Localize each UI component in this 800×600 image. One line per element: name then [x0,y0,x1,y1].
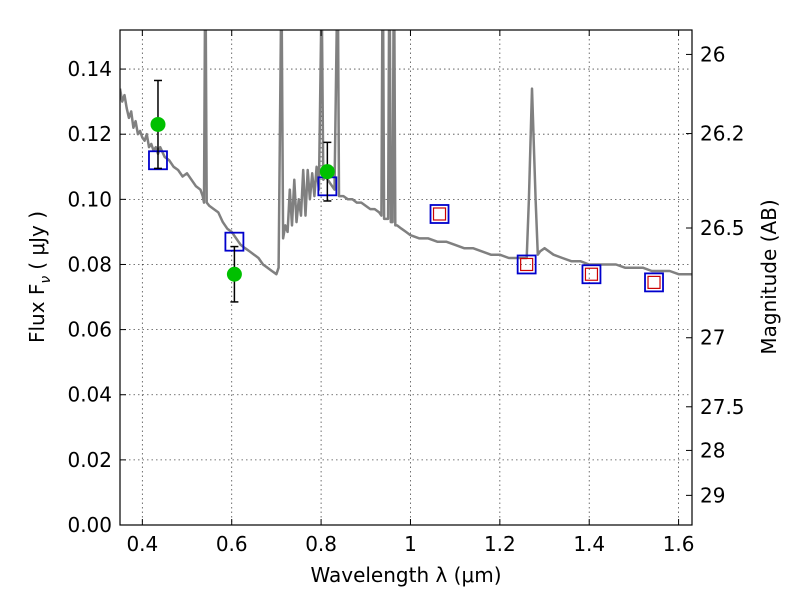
plot-frame [119,29,693,526]
right-tick-label: 27.5 [700,395,745,419]
observed-point [226,266,242,282]
y-tick-label: 0.14 [67,57,112,81]
x-tick-label: 1 [404,532,417,556]
model-photometry-marker [516,254,537,275]
y-tick-label: 0.00 [67,513,112,537]
x-axis-label: Wavelength λ (μm) [310,563,501,587]
y-tick-label: 0.04 [67,383,112,407]
upper-limit-marker [432,207,447,221]
right-axis-ticks: 26 26.2 26.5 27 27.5 28 29 [686,42,745,507]
right-tick-label: 28 [700,438,725,462]
right-tick-label: 26.5 [700,216,745,240]
x-tick-label: 0.8 [305,532,337,556]
x-tick-label: 1.4 [573,532,605,556]
x-axis-ticks: 0.4 0.6 0.8 1 1.2 1.4 1.6 [126,30,695,556]
observed-point [150,116,166,132]
y-axis-label: Flux Fν( μJy ) [25,211,54,343]
upper-limit-marker [584,267,599,281]
right-tick-label: 26 [700,42,725,66]
y-tick-label: 0.10 [67,187,112,211]
x-tick-label: 0.6 [216,532,248,556]
right-tick-label: 29 [700,483,725,507]
upper-limit-marker [520,257,534,272]
upper-limit-marker [647,275,661,289]
right-tick-label: 27 [700,326,725,350]
x-tick-label: 1.6 [663,532,695,556]
x-tick-label: 1.2 [484,532,516,556]
data-points [148,79,664,303]
right-tick-label: 26.2 [700,122,745,146]
model-photometry-marker [581,264,602,285]
x-tick-label: 0.4 [126,532,158,556]
y-axis-ticks: 0.00 0.02 0.04 0.06 0.08 0.10 0.12 0.14 [67,57,126,537]
model-photometry-marker [429,204,450,224]
y-tick-label: 0.02 [67,448,112,472]
y-tick-label: 0.12 [67,122,112,146]
y-tick-label: 0.06 [67,318,112,342]
model-photometry-marker [644,272,664,293]
right-axis-label: Magnitude (AB) [757,199,781,354]
model-spectrum [120,30,692,276]
y-tick-label: 0.08 [67,252,112,276]
spectrum-line [120,30,692,276]
observed-point [319,164,335,180]
